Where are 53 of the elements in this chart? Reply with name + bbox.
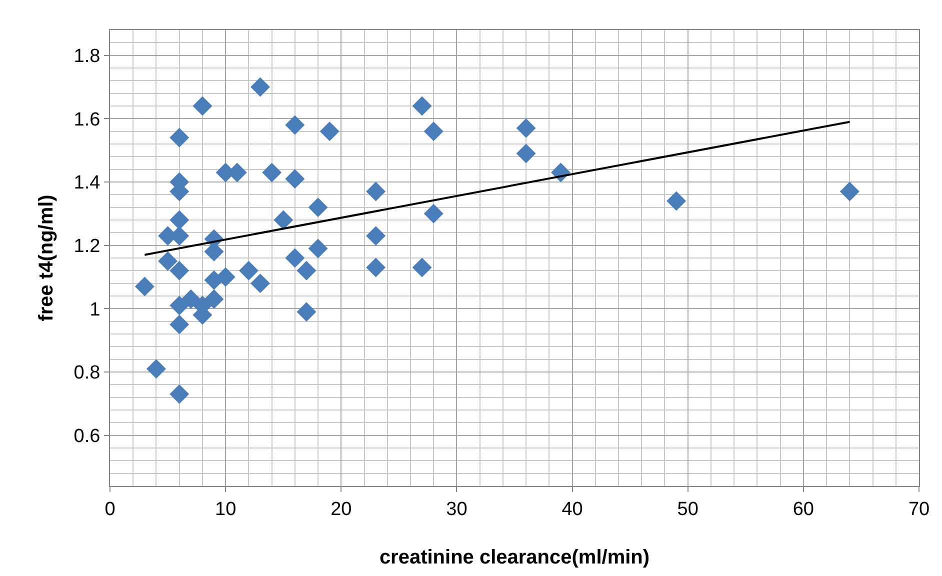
x-axis-title: creatinine clearance(ml/min): [379, 546, 650, 568]
point: [285, 115, 305, 135]
point: [308, 198, 328, 218]
point: [250, 274, 270, 294]
point: [181, 289, 201, 309]
y-tick-label: 1.2: [74, 236, 100, 257]
point: [170, 128, 190, 148]
point: [296, 260, 316, 280]
point: [146, 359, 166, 379]
point: [170, 260, 190, 280]
point: [320, 122, 340, 142]
x-tick-label: 0: [104, 498, 116, 520]
point: [285, 248, 305, 268]
y-tick-label: 0.8: [74, 362, 100, 384]
point: [192, 96, 212, 116]
point: [666, 191, 686, 211]
x-tick-label: 20: [330, 498, 352, 520]
point: [274, 210, 294, 230]
y-axis-title: free t4(ng/ml): [35, 194, 58, 322]
point: [412, 96, 432, 116]
y-tick-label: 1: [90, 299, 100, 320]
point: [262, 162, 282, 182]
point: [840, 182, 860, 202]
point: [366, 182, 386, 202]
point: [170, 314, 190, 334]
point: [424, 122, 444, 142]
point: [296, 302, 316, 322]
point: [516, 118, 536, 138]
point: [158, 251, 178, 271]
y-tick-label: 0.6: [74, 426, 100, 447]
y-tick-label: 1.8: [74, 46, 100, 67]
point: [366, 258, 386, 278]
point: [170, 384, 190, 404]
x-tick-label: 60: [792, 498, 814, 520]
point: [366, 226, 386, 246]
point: [170, 296, 190, 316]
x-tick-label: 40: [562, 498, 583, 520]
y-tick-label: 1.6: [74, 109, 100, 130]
point: [412, 258, 432, 278]
point: [250, 77, 270, 97]
point: [424, 204, 444, 224]
point: [204, 289, 224, 309]
x-tick-label: 30: [446, 498, 468, 520]
y-tick-label: 1.4: [74, 172, 101, 194]
point: [238, 260, 258, 280]
x-tick-label: 70: [908, 498, 930, 520]
point: [516, 144, 536, 164]
x-tick-label: 10: [215, 498, 236, 520]
point: [170, 210, 190, 230]
point: [285, 169, 305, 189]
point: [134, 276, 154, 296]
x-tick-label: 50: [677, 498, 698, 520]
point: [308, 238, 328, 258]
